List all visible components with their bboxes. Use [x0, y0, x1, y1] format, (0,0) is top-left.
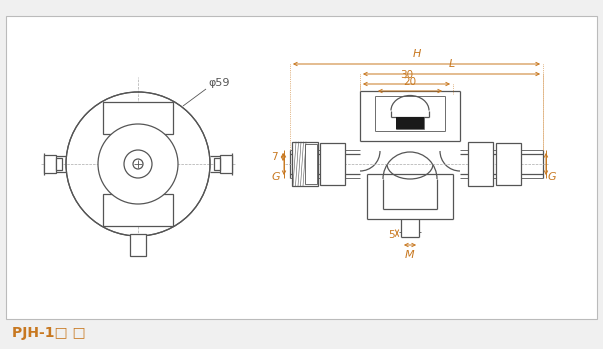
Text: 20: 20: [403, 77, 417, 87]
Ellipse shape: [124, 150, 152, 178]
Bar: [44, 155, 56, 173]
Text: 7: 7: [271, 152, 278, 162]
Text: G: G: [271, 172, 280, 182]
Text: PJH-1□ □: PJH-1□ □: [12, 326, 86, 340]
Bar: [496, 143, 521, 185]
Text: M: M: [405, 250, 415, 260]
Bar: [130, 234, 146, 256]
Text: 5: 5: [388, 230, 395, 239]
Text: H: H: [412, 49, 421, 59]
Bar: [292, 142, 318, 186]
Bar: [305, 144, 317, 184]
Bar: [103, 194, 173, 226]
Bar: [396, 117, 424, 128]
Text: L: L: [449, 59, 455, 69]
Bar: [320, 143, 345, 185]
Bar: [468, 142, 493, 186]
Bar: [103, 102, 173, 134]
Bar: [220, 155, 232, 173]
Ellipse shape: [98, 124, 178, 204]
Text: G: G: [548, 172, 557, 182]
Bar: [214, 158, 220, 170]
Text: φ59: φ59: [208, 78, 230, 88]
Bar: [6, 16, 597, 319]
Bar: [56, 158, 62, 170]
Text: 30: 30: [400, 70, 413, 80]
